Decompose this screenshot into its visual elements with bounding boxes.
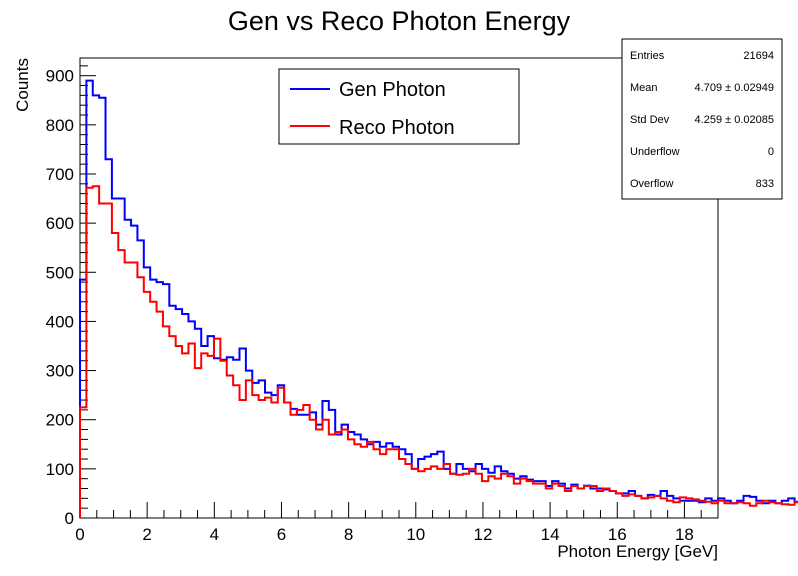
stats-overflow-value: 833: [756, 178, 774, 190]
gen-photon-series: [79, 79, 798, 518]
y-tick-label: 200: [46, 411, 74, 430]
y-tick-label: 900: [46, 67, 74, 86]
x-tick-label: 4: [210, 525, 219, 544]
reco-photon-series: [79, 185, 798, 518]
y-tick-label: 0: [65, 509, 74, 528]
stats-stddev-label: Std Dev: [630, 114, 670, 126]
y-tick-label: 800: [46, 116, 74, 135]
stats-underflow-value: 0: [768, 146, 774, 158]
chart-title: Gen vs Reco Photon Energy: [228, 6, 571, 36]
stats-mean-value: 4.709 ± 0.02949: [695, 82, 774, 94]
legend-box: [278, 68, 520, 145]
y-axis-ticks: [80, 65, 96, 519]
y-tick-label: 600: [46, 214, 74, 233]
x-tick-label: 8: [344, 525, 353, 544]
x-tick-label: 10: [406, 525, 425, 544]
stats-box: Entries 21694 Mean 4.709 ± 0.02949 Std D…: [621, 38, 783, 200]
stats-box-frame: [621, 38, 783, 200]
series-layer: [79, 79, 798, 518]
stats-mean-label: Mean: [630, 82, 658, 94]
stats-entries-label: Entries: [630, 50, 665, 62]
stats-stddev-value: 4.259 ± 0.02085: [695, 114, 774, 126]
x-tick-label: 2: [142, 525, 151, 544]
x-tick-label: 6: [277, 525, 286, 544]
x-tick-label: 16: [608, 525, 627, 544]
x-axis-label: Photon Energy [GeV]: [557, 542, 718, 561]
x-axis-ticks: [79, 502, 719, 518]
y-axis-tick-labels: 0 100 200 300 400 500 600 700 800 900: [46, 67, 74, 528]
x-tick-label: 12: [473, 525, 492, 544]
legend: Gen Photon Reco Photon: [278, 68, 520, 145]
y-tick-label: 400: [46, 312, 74, 331]
x-axis-tick-labels: 0 2 4 6 8 10 12 14 16 18: [75, 525, 694, 544]
legend-label-reco-photon: Reco Photon: [339, 117, 455, 139]
stats-entries-value: 21694: [743, 50, 774, 62]
y-tick-label: 700: [46, 165, 74, 184]
x-tick-label: 0: [75, 525, 84, 544]
y-tick-label: 100: [46, 460, 74, 479]
y-axis-label: Counts: [13, 58, 32, 112]
x-tick-label: 18: [675, 525, 694, 544]
legend-label-gen-photon: Gen Photon: [339, 79, 446, 101]
y-tick-label: 500: [46, 263, 74, 282]
y-tick-label: 300: [46, 362, 74, 381]
x-tick-label: 14: [541, 525, 560, 544]
stats-underflow-label: Underflow: [630, 146, 680, 158]
stats-overflow-label: Overflow: [630, 178, 673, 190]
